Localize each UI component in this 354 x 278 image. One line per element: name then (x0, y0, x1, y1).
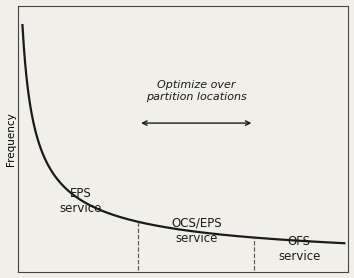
Text: OCS/EPS
service: OCS/EPS service (171, 217, 222, 245)
Text: EPS
service: EPS service (59, 187, 102, 215)
Text: Optimize over
partition locations: Optimize over partition locations (146, 80, 247, 102)
Text: OFS
service: OFS service (278, 235, 320, 263)
Y-axis label: Frequency: Frequency (6, 112, 16, 166)
